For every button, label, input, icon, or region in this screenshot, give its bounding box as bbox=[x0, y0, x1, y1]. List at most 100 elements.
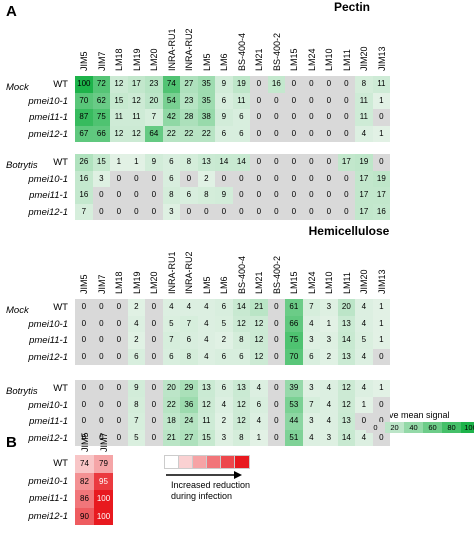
heatmap-cell: 4 bbox=[197, 332, 216, 349]
heatmap-cell: 4 bbox=[180, 299, 198, 316]
column-header: JIM5 bbox=[79, 274, 89, 294]
heatmap-cell: 1 bbox=[250, 429, 268, 446]
heatmap-cell: 74 bbox=[162, 76, 181, 93]
heatmap-cell: 8 bbox=[180, 348, 198, 365]
column-header: BS-400-2 bbox=[271, 255, 282, 294]
column-header: LM11 bbox=[341, 272, 352, 294]
heatmap-cell: 0 bbox=[127, 187, 146, 204]
heatmap-cell: 3 bbox=[302, 332, 321, 349]
heatmap-cell: 0 bbox=[145, 380, 163, 397]
heatmap-cell: 0 bbox=[92, 299, 111, 316]
row-label: pmei12-1 bbox=[28, 510, 68, 522]
heatmap-cell: 4 bbox=[320, 413, 338, 430]
column-header: LM20 bbox=[149, 48, 159, 71]
heatmap-cell: 12 bbox=[337, 396, 356, 413]
condition-label: Mock bbox=[6, 82, 29, 93]
heatmap-cell: 8 bbox=[197, 187, 216, 204]
heatmap-cell: 4 bbox=[355, 299, 373, 316]
column-header: JIM5 bbox=[79, 51, 89, 71]
heatmap-cell: 20 bbox=[145, 92, 163, 109]
heatmap-cell: 0 bbox=[250, 203, 268, 220]
heatmap-cell: 5 bbox=[127, 429, 146, 446]
heatmap-cell: 2 bbox=[127, 299, 146, 316]
heatmap-cell: 17 bbox=[337, 154, 356, 171]
column-header: INRA-RU2 bbox=[184, 28, 194, 71]
heatmap-cell: 0 bbox=[320, 154, 338, 171]
heatmap-cell: 4 bbox=[250, 380, 268, 397]
heatmap-cell: 3 bbox=[320, 299, 338, 316]
heatmap-cell: 7 bbox=[127, 413, 146, 430]
heatmap-cell: 3 bbox=[215, 429, 233, 446]
heatmap-cell: 14 bbox=[232, 299, 251, 316]
heatmap-cell: 4 bbox=[250, 413, 268, 430]
column-header: LM19 bbox=[131, 271, 142, 294]
heatmap-cell: 67 bbox=[75, 125, 93, 142]
heatmap-cell: 1 bbox=[320, 315, 338, 332]
column-header: LM5 bbox=[201, 53, 212, 71]
column-header: JIM5 bbox=[80, 432, 90, 452]
heatmap-cell: 0 bbox=[267, 109, 286, 126]
heatmap-cell: 4 bbox=[127, 315, 146, 332]
heatmap-cell: 0 bbox=[145, 203, 163, 220]
heatmap-cell: 9 bbox=[127, 380, 146, 397]
heatmap-cell: 11 bbox=[110, 109, 128, 126]
heatmap-cell: 0 bbox=[110, 380, 128, 397]
heatmap-cell: 17 bbox=[355, 187, 373, 204]
heatmap-cell: 95 bbox=[94, 472, 113, 490]
heatmap-cell: 6 bbox=[180, 332, 198, 349]
heatmap-cell: 12 bbox=[197, 396, 216, 413]
heatmap-cell: 12 bbox=[127, 125, 146, 142]
heatmap-cell: 0 bbox=[110, 396, 128, 413]
heatmap-cell: 35 bbox=[197, 76, 216, 93]
heatmap-cell: 7 bbox=[145, 109, 163, 126]
heatmap-cell: 6 bbox=[127, 348, 146, 365]
heatmap-cell: 2 bbox=[197, 170, 216, 187]
column-header: LM18 bbox=[114, 271, 124, 294]
heatmap-cell: 3 bbox=[302, 413, 321, 430]
heatmap-cell: 0 bbox=[285, 170, 303, 187]
row-label: pmei10-1 bbox=[28, 173, 68, 185]
heatmap-cell: 66 bbox=[92, 125, 111, 142]
heatmap-cell: 0 bbox=[302, 154, 321, 171]
heatmap-cell: 0 bbox=[75, 348, 93, 365]
heatmap-cell: 0 bbox=[285, 109, 303, 126]
heatmap-cell: 22 bbox=[180, 125, 198, 142]
heatmap-cell: 74 bbox=[75, 455, 94, 473]
heatmap-cell: 1 bbox=[372, 92, 391, 109]
heatmap-cell: 7 bbox=[180, 315, 198, 332]
heatmap-cell: 0 bbox=[372, 109, 391, 126]
column-header: JIM20 bbox=[359, 46, 369, 71]
heatmap-cell: 0 bbox=[267, 348, 286, 365]
condition-label: Botrytis bbox=[6, 160, 38, 171]
heatmap-cell: 4 bbox=[302, 429, 321, 446]
heatmap-cell: 0 bbox=[302, 109, 321, 126]
heatmap-cell: 1 bbox=[372, 315, 391, 332]
legend-tick: 0 bbox=[366, 422, 385, 433]
heatmap-cell: 4 bbox=[162, 299, 181, 316]
heatmap-cell: 0 bbox=[180, 203, 198, 220]
heatmap-cell: 0 bbox=[92, 429, 111, 446]
heatmap-cell: 6 bbox=[180, 187, 198, 204]
heatmap-cell: 70 bbox=[285, 348, 303, 365]
heatmap-cell: 11 bbox=[372, 76, 391, 93]
heatmap-cell: 0 bbox=[267, 413, 286, 430]
heatmap-cell: 6 bbox=[302, 348, 321, 365]
heatmap-cell: 19 bbox=[232, 76, 251, 93]
heatmap-cell: 27 bbox=[180, 76, 198, 93]
heatmap-cell: 8 bbox=[232, 332, 251, 349]
heatmap-cell: 44 bbox=[285, 413, 303, 430]
heatmap-cell: 0 bbox=[267, 170, 286, 187]
heatmap-cell: 0 bbox=[320, 92, 338, 109]
heatmap-cell: 9 bbox=[145, 154, 163, 171]
heatmap-cell: 11 bbox=[232, 92, 251, 109]
heatmap-cell: 4 bbox=[197, 299, 216, 316]
row-label: pmei12-1 bbox=[28, 206, 68, 218]
heatmap-cell: 17 bbox=[127, 76, 146, 93]
heatmap-cell: 75 bbox=[285, 332, 303, 349]
heatmap-cell: 20 bbox=[337, 299, 356, 316]
heatmap-cell: 6 bbox=[215, 125, 233, 142]
heatmap-cell: 6 bbox=[215, 299, 233, 316]
heatmap-cell: 4 bbox=[197, 315, 216, 332]
column-header: LM20 bbox=[149, 271, 159, 294]
column-header: LM15 bbox=[289, 48, 299, 71]
